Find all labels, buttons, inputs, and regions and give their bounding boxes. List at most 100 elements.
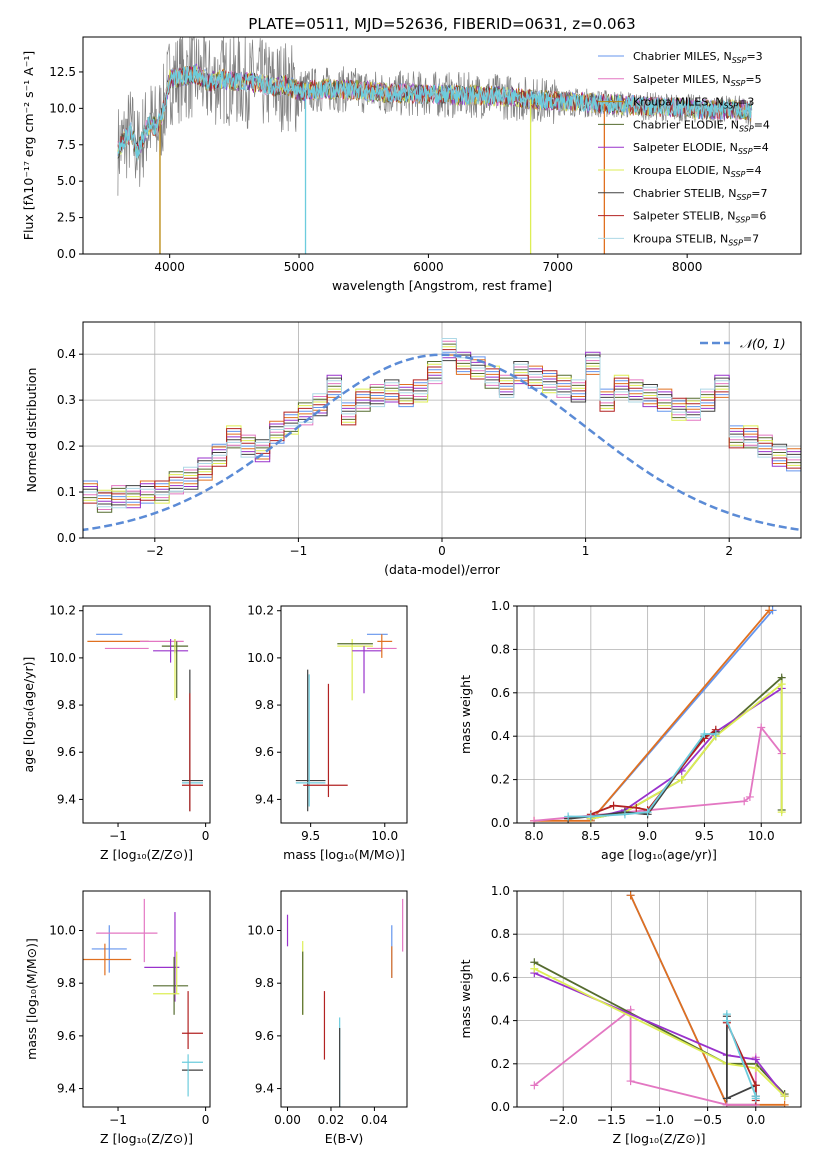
mass-weight-marker [609, 801, 618, 810]
legend-label-sub: SSP [735, 216, 750, 225]
x-tick-label: 10.0 [371, 829, 398, 843]
x-tick-label: 0.0 [746, 1113, 765, 1127]
y-tick-label: 0.0 [491, 1100, 510, 1114]
legend-label-tail: =7 [751, 187, 767, 200]
chart-title: PLATE=0511, MJD=52636, FIBERID=0631, z=0… [248, 15, 635, 33]
y-tick-label: 0.4 [57, 347, 76, 361]
x-tick-label: 0 [202, 1113, 210, 1127]
legend-label: Chabrier STELIB, NSSP=7 [633, 187, 767, 202]
legend-label-tail: =3 [738, 96, 754, 109]
y-tick-label: 0.6 [491, 686, 510, 700]
axes-mass-vs-ebv: 0.00 0.02 0.04 9.4 9.6 9.8 10.0 E(B-V) [247, 890, 408, 1146]
y-axis-label: mass weight [458, 959, 473, 1038]
axes-frame [82, 890, 211, 1108]
mass-weight-marker [751, 1064, 760, 1073]
mass-weight-marker [530, 1081, 539, 1090]
mass-weight-marker [722, 1094, 731, 1103]
x-tick-label: 9.0 [638, 829, 657, 843]
mass-weight-marker [780, 1092, 789, 1101]
x-axis-label: Z [log₁₀(Z/Z⊙)] [613, 1131, 706, 1146]
y-axis-label: Flux [fλ10⁻¹⁷ erg cm⁻² s⁻¹ A⁻¹] [21, 51, 36, 240]
x-tick-label: 0.04 [361, 1113, 388, 1127]
mass-weight-marker [632, 803, 641, 812]
plot-area [117, 37, 753, 254]
y-tick-label: 9.4 [57, 1082, 76, 1096]
y-tick-label: 9.8 [255, 698, 274, 712]
y-tick-label: 10.2 [49, 604, 76, 618]
y-tick-label: 0.2 [491, 773, 510, 787]
y-tick-label: 9.8 [255, 976, 274, 990]
legend-label-tail: =6 [750, 210, 766, 223]
x-axis-label: Z [log₁₀(Z/Z⊙)] [100, 1131, 193, 1146]
axes-frame [280, 890, 408, 1108]
axes-age-vs-mass: 9.5 10.0 9.4 9.6 9.8 10.0 10.2 mass [log₁₀(M/M⊙… [247, 604, 408, 862]
y-tick-label: 5.0 [57, 174, 76, 188]
x-axis-label: age [log₁₀(age/yr)] [601, 847, 717, 862]
y-axis-label: mass [log₁₀(M/M⊙)] [24, 938, 39, 1060]
y-tick-label: 1.0 [491, 884, 510, 898]
y-tick-label: 0.0 [491, 816, 510, 830]
y-tick-label: 0.8 [491, 927, 510, 941]
legend-label-tail: =5 [745, 73, 761, 86]
x-tick-label: −1.0 [645, 1113, 674, 1127]
histogram-step [83, 340, 801, 510]
x-tick-label: −1.5 [597, 1113, 626, 1127]
y-tick-label: 9.4 [255, 1082, 274, 1096]
panel-age-vs-z: −1 0 9.4 9.6 9.8 10.0 10.2 Z [log₁₀(Z/Z⊙)] age [… [21, 604, 211, 862]
mass-weight-marker [722, 1016, 731, 1025]
x-tick-label: −0.5 [693, 1113, 722, 1127]
plot-area [530, 606, 786, 823]
mass-weight-marker [586, 812, 595, 821]
x-tick-label: 10.0 [748, 829, 775, 843]
axes-frame [280, 605, 408, 824]
axes-massweight-vs-age: 8.0 8.5 9.0 9.5 10.0 0.0 0.2 0.4 0.6 0.8 1.0 age [l… [458, 599, 802, 862]
y-axis-label: Normed distribution [24, 368, 39, 493]
mass-weight-marker [751, 1055, 760, 1064]
y-tick-label: 0.8 [491, 642, 510, 656]
plot-area [87, 633, 203, 812]
x-tick-label: 8.5 [581, 829, 600, 843]
x-tick-label: 2 [725, 544, 733, 558]
histogram-step [83, 338, 801, 509]
x-tick-label: −1 [109, 829, 127, 843]
plot-area [295, 633, 397, 812]
y-tick-label: 10.0 [49, 924, 76, 938]
plot-area [286, 898, 404, 1107]
axes-massweight-vs-z: −2.0 −1.5 −1.0 −0.5 0.0 0.0 0.2 0.4 0.6 0.8 1.0 Z [… [458, 884, 802, 1146]
y-tick-label: 12.5 [49, 65, 76, 79]
legend-label-sub: SSP [732, 56, 747, 65]
y-tick-label: 0.1 [57, 485, 76, 499]
errorbar [153, 639, 189, 663]
legend-label-main: Kroupa ELODIE, N [633, 164, 731, 177]
x-axis-label: Z [log₁₀(Z/Z⊙)] [100, 847, 193, 862]
model-line-overlay [117, 65, 752, 158]
legend-label-tail: =4 [745, 164, 761, 177]
panel-mass-vs-z: −1 0 9.4 9.6 9.8 10.0 Z [log₁₀(Z/Z⊙)] mass [log… [24, 890, 211, 1146]
histogram-step [83, 351, 801, 520]
plot-area [83, 338, 801, 532]
panel-massweight-vs-z: −2.0 −1.5 −1.0 −0.5 0.0 0.0 0.2 0.4 0.6 0.8 1.0 Z [… [458, 884, 802, 1146]
y-tick-label: 1.0 [491, 599, 510, 613]
y-tick-label: 9.4 [255, 792, 274, 806]
mass-weight-line [568, 733, 716, 818]
x-axis-label: (data-model)/error [384, 562, 501, 577]
y-tick-label: 9.8 [57, 698, 76, 712]
x-tick-label: 0 [438, 544, 446, 558]
y-tick-label: 9.6 [255, 1029, 274, 1043]
x-tick-label: −2 [146, 544, 164, 558]
y-tick-label: 0.6 [491, 970, 510, 984]
legend-label: 𝒩(0, 1) [740, 336, 786, 351]
mass-weight-marker [626, 1077, 635, 1086]
legend-label: Salpeter MILES, NSSP=5 [633, 73, 762, 88]
mass-weight-marker [620, 810, 629, 819]
y-tick-label: 10.0 [247, 924, 274, 938]
y-tick-label: 0.3 [57, 393, 76, 407]
x-tick-label: −1 [290, 544, 308, 558]
legend-label-sub: SSP [731, 170, 746, 179]
legend-label-sub: SSP [737, 193, 752, 202]
legend-label: Salpeter ELODIE, NSSP=4 [633, 141, 769, 156]
y-tick-label: 0.4 [491, 1014, 510, 1028]
y-tick-label: 9.6 [57, 1029, 76, 1043]
